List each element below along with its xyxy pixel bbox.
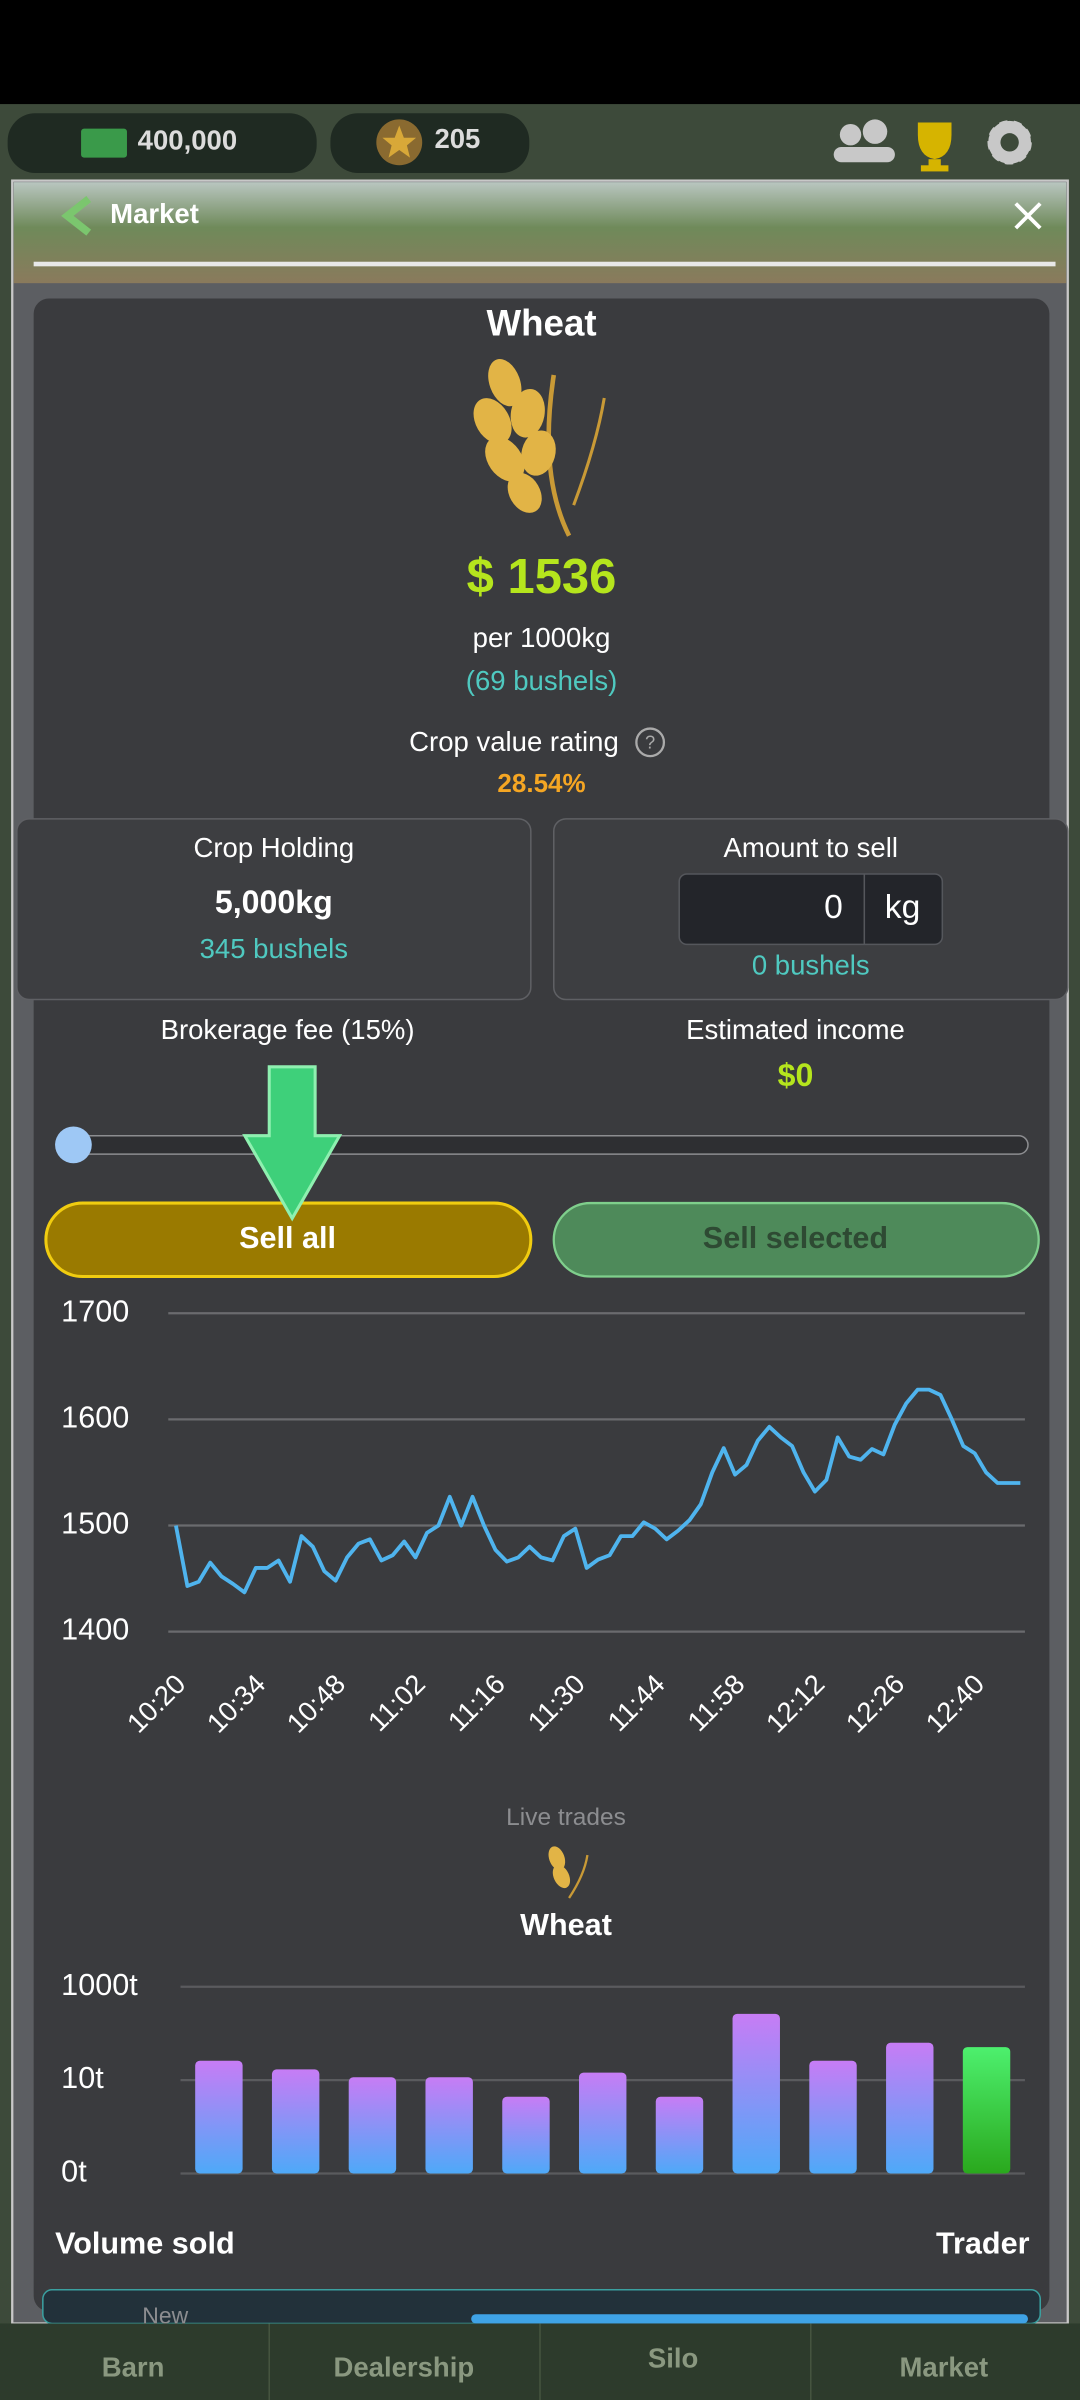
friends-icon[interactable]: [833, 119, 895, 163]
amount-unit: kg: [885, 889, 921, 926]
settings-icon[interactable]: [987, 120, 1032, 165]
wheat-icon: [473, 359, 606, 537]
slider-knob[interactable]: [55, 1126, 92, 1164]
slider-track[interactable]: [57, 1134, 1029, 1155]
market-title: Market: [110, 198, 199, 229]
back-button[interactable]: [61, 195, 92, 236]
nav-market[interactable]: Market: [899, 2352, 988, 2383]
y-tick-label: 0t: [61, 2155, 87, 2189]
price-line: [174, 1387, 1021, 1595]
status-bar: [0, 0, 1080, 105]
live-trades: Live trades: [506, 1804, 626, 1831]
volume-bar: [886, 2042, 934, 2174]
stars-pill: [330, 113, 530, 173]
y-tick-label: 1400: [61, 1613, 129, 1647]
amount-value: 0: [824, 889, 843, 926]
volume-bar: [502, 2096, 550, 2174]
y-tick-label: 1500: [61, 1507, 129, 1541]
volume-bar: [962, 2047, 1011, 2174]
small-wheat-icon: [548, 1846, 589, 1899]
fee-label: Brokerage fee (15%): [161, 1014, 415, 1045]
close-button[interactable]: [1014, 202, 1042, 230]
volume-label: Volume sold: [55, 2226, 235, 2260]
price-unit: per 1000kg: [473, 622, 611, 653]
trophy-icon[interactable]: [917, 122, 952, 172]
rating-label: Crop value rating: [409, 726, 619, 757]
crop-title: Wheat: [486, 303, 596, 344]
trades-crop: Wheat: [520, 1908, 612, 1942]
holding-label: Crop Holding: [194, 832, 355, 863]
rating: 28.54%: [497, 768, 585, 798]
sell-all-label: Sell all: [239, 1221, 336, 1255]
volume-bar: [348, 2077, 397, 2174]
sell-selected-label: Sell selected: [703, 1221, 888, 1255]
sell-bushels: 0 bushels: [752, 950, 870, 981]
money-pill: [7, 113, 317, 173]
hint-arrow: [242, 1065, 343, 1222]
help-mark: ?: [645, 732, 655, 753]
volume-bar: [809, 2060, 857, 2174]
stars: 205: [434, 123, 480, 154]
header-underline: [33, 261, 1056, 267]
cash-icon: [81, 128, 127, 158]
volume-bar: [655, 2096, 704, 2174]
y-tick-label: 1700: [61, 1294, 129, 1328]
nav-barn[interactable]: Barn: [102, 2352, 165, 2383]
holding-amount: 5,000kg: [215, 884, 333, 920]
volume-bar: [579, 2072, 627, 2174]
holding-bushels: 345 bushels: [200, 933, 348, 964]
money: 400,000: [138, 125, 238, 156]
y-tick-label: 1600: [61, 1400, 129, 1434]
y-tick-label: 1000t: [61, 1968, 138, 2002]
nav-silo[interactable]: Silo: [648, 2342, 698, 2373]
star: [382, 125, 417, 158]
amount-input[interactable]: [678, 873, 944, 946]
holding-box: [16, 818, 532, 1001]
trader-label: Trader: [936, 2226, 1030, 2260]
crop-card: [33, 298, 1050, 2312]
y-tick-label: 10t: [61, 2061, 104, 2095]
help-icon[interactable]: [635, 727, 666, 758]
sell-label: Amount to sell: [724, 832, 898, 863]
price-bushels: (69 bushels): [466, 665, 617, 696]
volume-bar: [271, 2069, 320, 2174]
nav-dealership[interactable]: Dealership: [333, 2352, 474, 2383]
volume-bar: [195, 2060, 243, 2174]
trade-bar: [471, 2314, 1028, 2324]
volume-bar: [732, 2013, 780, 2174]
price: $ 1536: [467, 550, 617, 604]
estimate-value: $0: [778, 1057, 814, 1093]
volume-bar: [425, 2077, 473, 2174]
sell-selected-button[interactable]: [552, 1201, 1040, 1278]
estimate-label: Estimated income: [686, 1014, 905, 1045]
